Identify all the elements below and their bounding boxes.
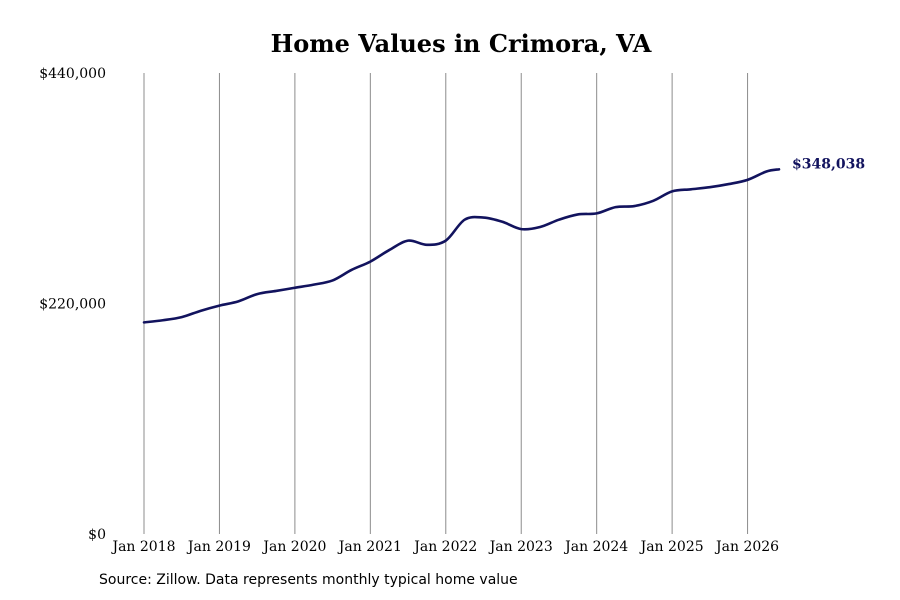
x-tick-label: Jan 2018 (110, 539, 175, 555)
y-tick-label: $0 (88, 527, 106, 543)
series-layer: $348,038 (142, 156, 865, 324)
y-axis-labels: $0 $220,000 $440,000 (39, 66, 106, 543)
source-note: Source: Zillow. Data represents monthly … (99, 572, 518, 588)
home-value-line (142, 168, 781, 324)
x-tick-label: Jan 2020 (261, 539, 326, 555)
x-tick-label: Jan 2024 (563, 539, 628, 555)
x-tick-label: Jan 2023 (488, 539, 553, 555)
x-tick-label: Jan 2026 (714, 539, 779, 555)
gridlines (143, 73, 749, 534)
x-tick-label: Jan 2019 (186, 539, 251, 555)
y-tick-label: $220,000 (39, 297, 106, 313)
y-tick-label: $440,000 (39, 66, 106, 82)
x-axis-labels: Jan 2018 Jan 2019 Jan 2020 Jan 2021 Jan 2022… (110, 539, 779, 555)
x-tick-label: Jan 2025 (639, 539, 704, 555)
chart-title: Home Values in Crimora, VA (271, 29, 652, 58)
x-tick-label: Jan 2022 (412, 539, 477, 555)
x-tick-label: Jan 2021 (337, 539, 402, 555)
end-value-label: $348,038 (792, 156, 865, 172)
